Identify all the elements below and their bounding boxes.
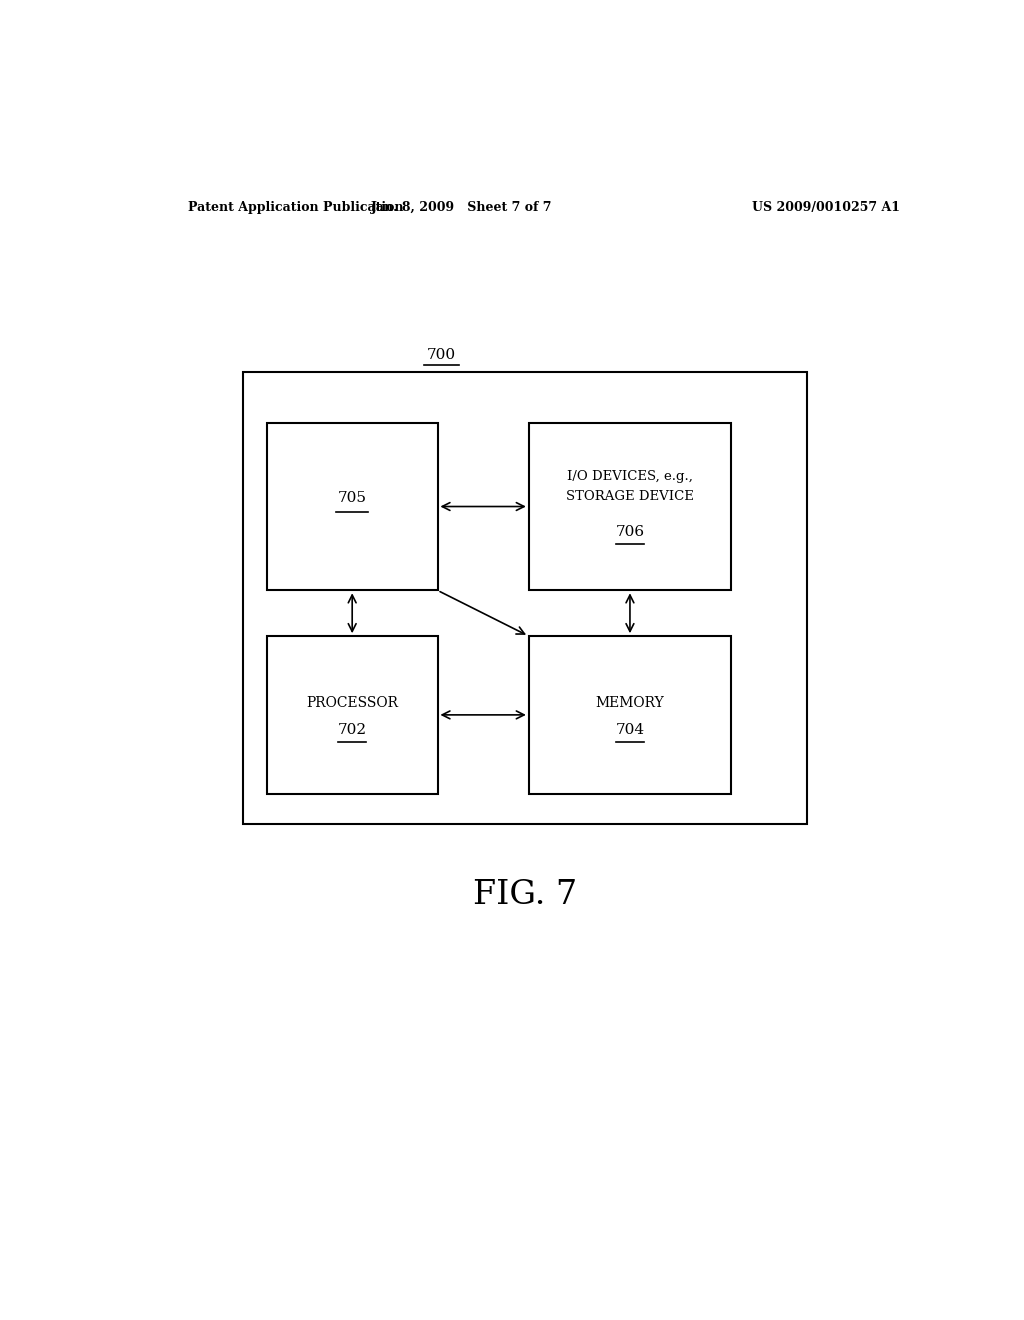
Text: 704: 704: [615, 723, 644, 737]
Text: 706: 706: [615, 525, 644, 539]
Bar: [267, 422, 437, 590]
Text: I/O DEVICES, e.g.,: I/O DEVICES, e.g.,: [567, 470, 693, 483]
Text: 700: 700: [427, 347, 456, 362]
Bar: [243, 372, 807, 824]
Text: 705: 705: [338, 491, 367, 506]
Text: Jan. 8, 2009   Sheet 7 of 7: Jan. 8, 2009 Sheet 7 of 7: [371, 201, 552, 214]
Bar: [267, 636, 437, 793]
Text: MEMORY: MEMORY: [596, 696, 665, 710]
Text: US 2009/0010257 A1: US 2009/0010257 A1: [753, 201, 900, 214]
Bar: [528, 636, 731, 793]
Bar: [528, 422, 731, 590]
Text: STORAGE DEVICE: STORAGE DEVICE: [566, 490, 694, 503]
Text: PROCESSOR: PROCESSOR: [306, 696, 398, 710]
Text: Patent Application Publication: Patent Application Publication: [187, 201, 403, 214]
Text: FIG. 7: FIG. 7: [473, 879, 577, 911]
Text: 702: 702: [338, 723, 367, 737]
